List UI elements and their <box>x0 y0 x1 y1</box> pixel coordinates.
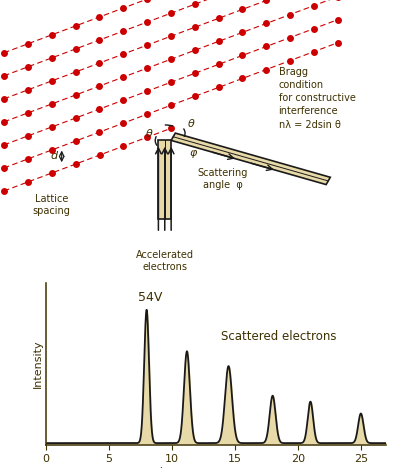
Text: Scattered electrons: Scattered electrons <box>221 330 337 343</box>
Text: Bragg
condition
for constructive
interference
nλ = 2dsin θ: Bragg condition for constructive interfe… <box>279 67 355 130</box>
Text: Lattice
spacing: Lattice spacing <box>33 194 71 216</box>
Y-axis label: Intensity: Intensity <box>33 340 43 388</box>
Text: θ: θ <box>188 119 194 129</box>
Text: 54V: 54V <box>138 291 162 304</box>
Text: d: d <box>51 152 58 161</box>
Polygon shape <box>171 133 330 184</box>
Text: φ: φ <box>189 148 197 158</box>
Text: Accelerated
electrons: Accelerated electrons <box>136 250 194 271</box>
Text: Scattering
angle  φ: Scattering angle φ <box>198 168 248 190</box>
Polygon shape <box>158 140 171 219</box>
Text: θ: θ <box>146 129 152 139</box>
X-axis label: √Accelerating voltage: √Accelerating voltage <box>155 467 277 468</box>
